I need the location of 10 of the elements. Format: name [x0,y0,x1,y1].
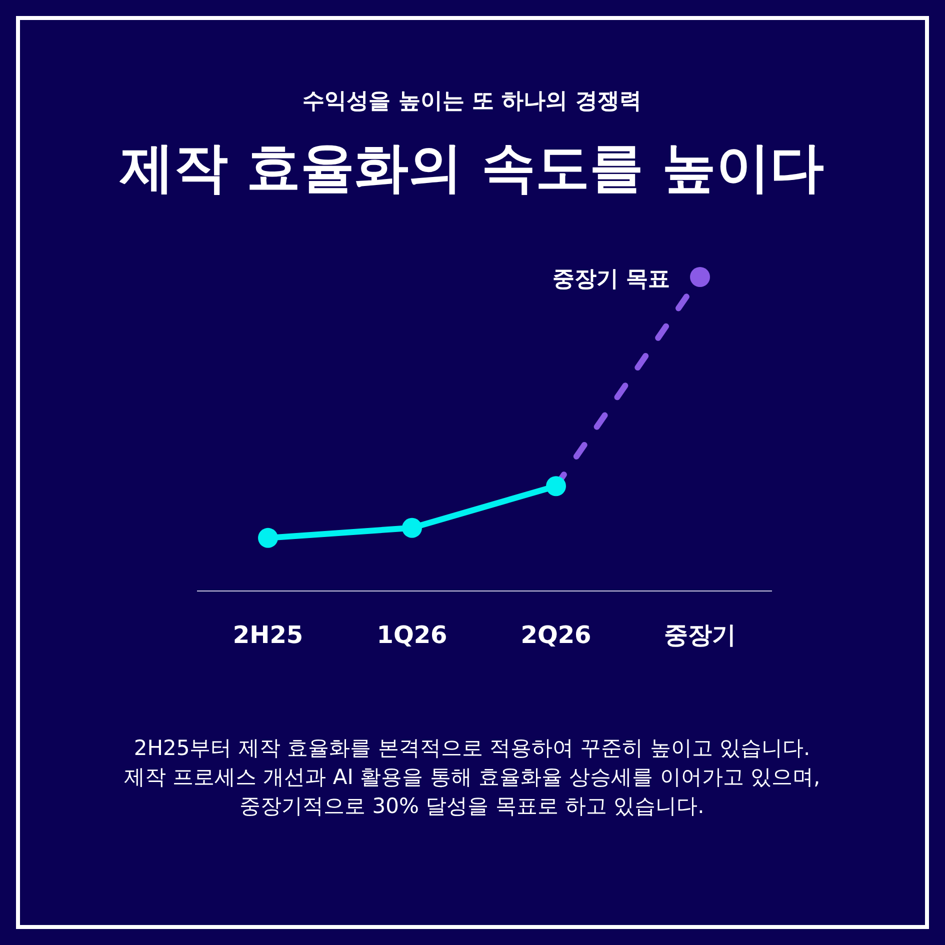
tick: 1Q26 [376,621,448,649]
annotation: 중장기 목표 [552,267,670,292]
annotation: 제작 프로세스 개선과 AI 활용을 통해 효율화율 상승세를 이어가고 있으며, [124,765,820,789]
tick: 2H25 [232,621,304,649]
tick: 중장기 [664,621,736,649]
tick: 2Q26 [520,621,592,649]
annotation: 중장기적으로 30% 달성을 목표로 하고 있습니다. [240,794,704,818]
subtitle: 수익성을 높이는 또 하나의 경쟁력 [302,89,642,114]
title: 제작 효율화의 속도를 높이다 [120,136,824,199]
annotation: 2H25부터 제작 효율화를 본격적으로 적용하여 꾸준히 높이고 있습니다. [134,736,810,760]
